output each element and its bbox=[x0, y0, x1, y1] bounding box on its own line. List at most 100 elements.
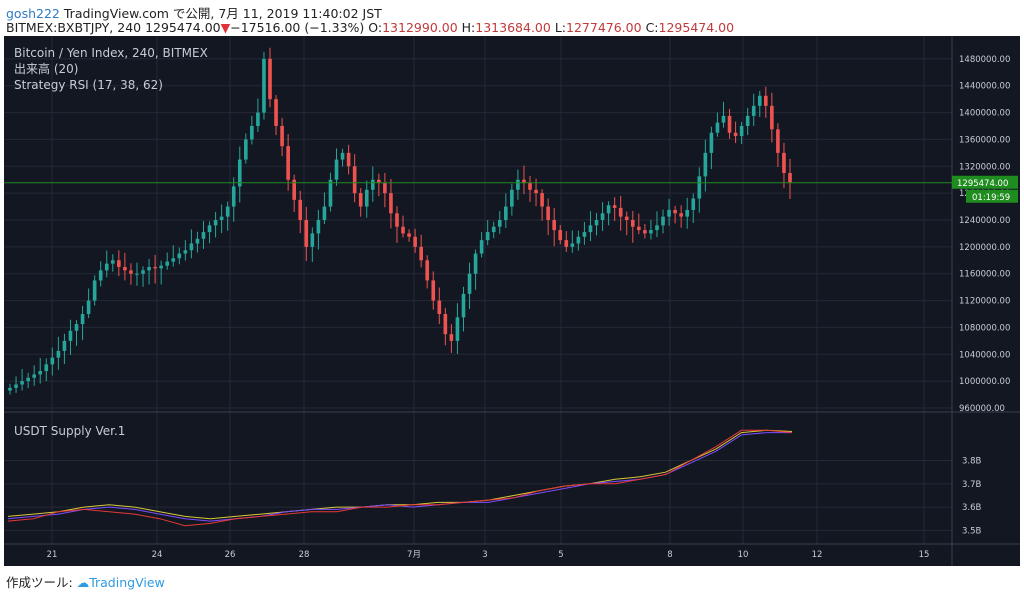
candle-body bbox=[637, 226, 641, 231]
tradingview-brand[interactable]: TradingView bbox=[89, 575, 165, 590]
candle-body bbox=[407, 233, 411, 237]
candle-body bbox=[44, 364, 49, 372]
usdt-supply-lines bbox=[7, 429, 793, 527]
made-with-label: 作成ツール: bbox=[6, 575, 73, 590]
candle-body bbox=[153, 267, 157, 269]
candle-body bbox=[497, 220, 502, 227]
candle-body bbox=[62, 340, 67, 351]
indicator-tick-label: 3.5B bbox=[962, 526, 982, 536]
candle-body bbox=[588, 225, 593, 233]
candle-body bbox=[594, 220, 599, 226]
countdown-box bbox=[966, 189, 1018, 203]
low-value: 1277476.00 bbox=[566, 20, 642, 35]
candle-body bbox=[68, 330, 73, 341]
candle-body bbox=[691, 198, 696, 210]
candle-body bbox=[546, 206, 550, 220]
time-tick-label: 12 bbox=[812, 550, 823, 560]
price-tick-label: 1440000.00 bbox=[959, 82, 1010, 92]
candle-body bbox=[171, 258, 176, 262]
usdt-series-line bbox=[7, 429, 793, 520]
time-axis[interactable]: 21 24 26 28 7月 3 5 8 10 12 15 bbox=[47, 550, 930, 560]
candle-body bbox=[244, 139, 248, 160]
tradingview-logo-icon[interactable]: ☁ bbox=[76, 575, 90, 590]
published-text: TradingView.com で公開, 7月 11, 2019 11:40:0… bbox=[63, 6, 382, 21]
candle-body bbox=[612, 205, 617, 208]
candle-body bbox=[56, 350, 61, 358]
price-tick-label: 1400000.00 bbox=[959, 109, 1010, 119]
indicator-legend[interactable]: USDT Supply Ver.1 bbox=[14, 424, 125, 438]
candle-body bbox=[298, 199, 303, 220]
main-legend-title[interactable]: Bitcoin / Yen Index, 240, BITMEX bbox=[14, 46, 208, 60]
candle-body bbox=[262, 58, 266, 113]
candle-body bbox=[377, 179, 381, 184]
indicator-axis[interactable]: 3.5B 3.6B 3.7B 3.8B bbox=[962, 457, 982, 537]
candle-body bbox=[98, 270, 103, 281]
open-value: 1312990.00 bbox=[382, 20, 458, 35]
time-tick-label: 28 bbox=[299, 550, 310, 560]
candle-body bbox=[570, 243, 575, 247]
time-tick-label: 21 bbox=[47, 550, 58, 560]
candle-body bbox=[715, 122, 720, 133]
candle-body bbox=[50, 357, 55, 365]
indicator-tick-label: 3.8B bbox=[962, 457, 982, 467]
candle-body bbox=[643, 230, 647, 234]
candle-body bbox=[504, 206, 508, 220]
candle-body bbox=[703, 152, 708, 177]
price-tick-label: 1240000.00 bbox=[959, 216, 1010, 226]
close-label: C: bbox=[645, 20, 659, 35]
candle-body bbox=[129, 270, 133, 274]
change-value: −17516.00 (−1.33%) bbox=[230, 20, 365, 35]
candle-body bbox=[425, 260, 430, 281]
candle-body bbox=[461, 293, 466, 318]
candle-body bbox=[679, 213, 683, 217]
candle-body bbox=[340, 152, 345, 160]
price-tick-label: 1360000.00 bbox=[959, 135, 1010, 145]
candle-body bbox=[250, 126, 254, 140]
candle-body bbox=[733, 132, 738, 137]
volume-legend[interactable]: 出来高 (20) bbox=[14, 61, 78, 76]
candle-body bbox=[395, 213, 399, 227]
price-tag-box bbox=[952, 175, 1018, 189]
candle-body bbox=[225, 206, 230, 217]
candle-body bbox=[606, 205, 611, 214]
countdown-timer: 01:19:59 bbox=[972, 193, 1010, 203]
time-tick-label: 10 bbox=[738, 550, 749, 560]
candle-body bbox=[237, 159, 242, 187]
candlestick-series bbox=[8, 47, 792, 395]
price-grid bbox=[4, 58, 952, 409]
candle-body bbox=[437, 300, 442, 314]
candle-body bbox=[207, 225, 212, 233]
candle-body bbox=[552, 220, 556, 231]
candle-body bbox=[104, 263, 109, 271]
high-label: H: bbox=[461, 20, 476, 35]
candle-body bbox=[745, 115, 750, 126]
candle-body bbox=[770, 105, 774, 130]
time-tick-label: 7月 bbox=[407, 550, 421, 560]
candle-body bbox=[649, 230, 653, 234]
indicator-tick-label: 3.6B bbox=[962, 503, 982, 513]
candle-body bbox=[280, 126, 284, 147]
price-tag-value: 1295474.00 bbox=[957, 179, 1008, 189]
candle-body bbox=[534, 189, 538, 194]
candle-body bbox=[177, 253, 182, 259]
strategy-legend[interactable]: Strategy RSI (17, 38, 62) bbox=[14, 78, 163, 92]
candle-body bbox=[26, 377, 30, 382]
candle-body bbox=[419, 246, 423, 261]
candle-body bbox=[479, 240, 484, 254]
candle-body bbox=[268, 58, 272, 100]
candle-body bbox=[389, 193, 393, 214]
chart-area[interactable]: 960000.00 1000000.00 1040000.00 1080000.00 1… bbox=[4, 36, 1020, 566]
candle-body bbox=[74, 324, 79, 331]
author-link[interactable]: gosh222 bbox=[6, 6, 60, 21]
price-tag: 1295474.00 01:19:59 bbox=[952, 175, 1018, 203]
candle-body bbox=[413, 236, 417, 247]
open-label: O: bbox=[368, 20, 383, 35]
candle-body bbox=[346, 152, 351, 167]
candle-body bbox=[20, 381, 24, 385]
candle-body bbox=[195, 238, 200, 244]
candle-body bbox=[189, 243, 194, 251]
candle-body bbox=[310, 233, 315, 247]
candle-body bbox=[32, 374, 36, 378]
header-line-1: gosh222 TradingView.com で公開, 7月 11, 2019… bbox=[6, 3, 382, 22]
indicator-tick-label: 3.7B bbox=[962, 480, 982, 490]
